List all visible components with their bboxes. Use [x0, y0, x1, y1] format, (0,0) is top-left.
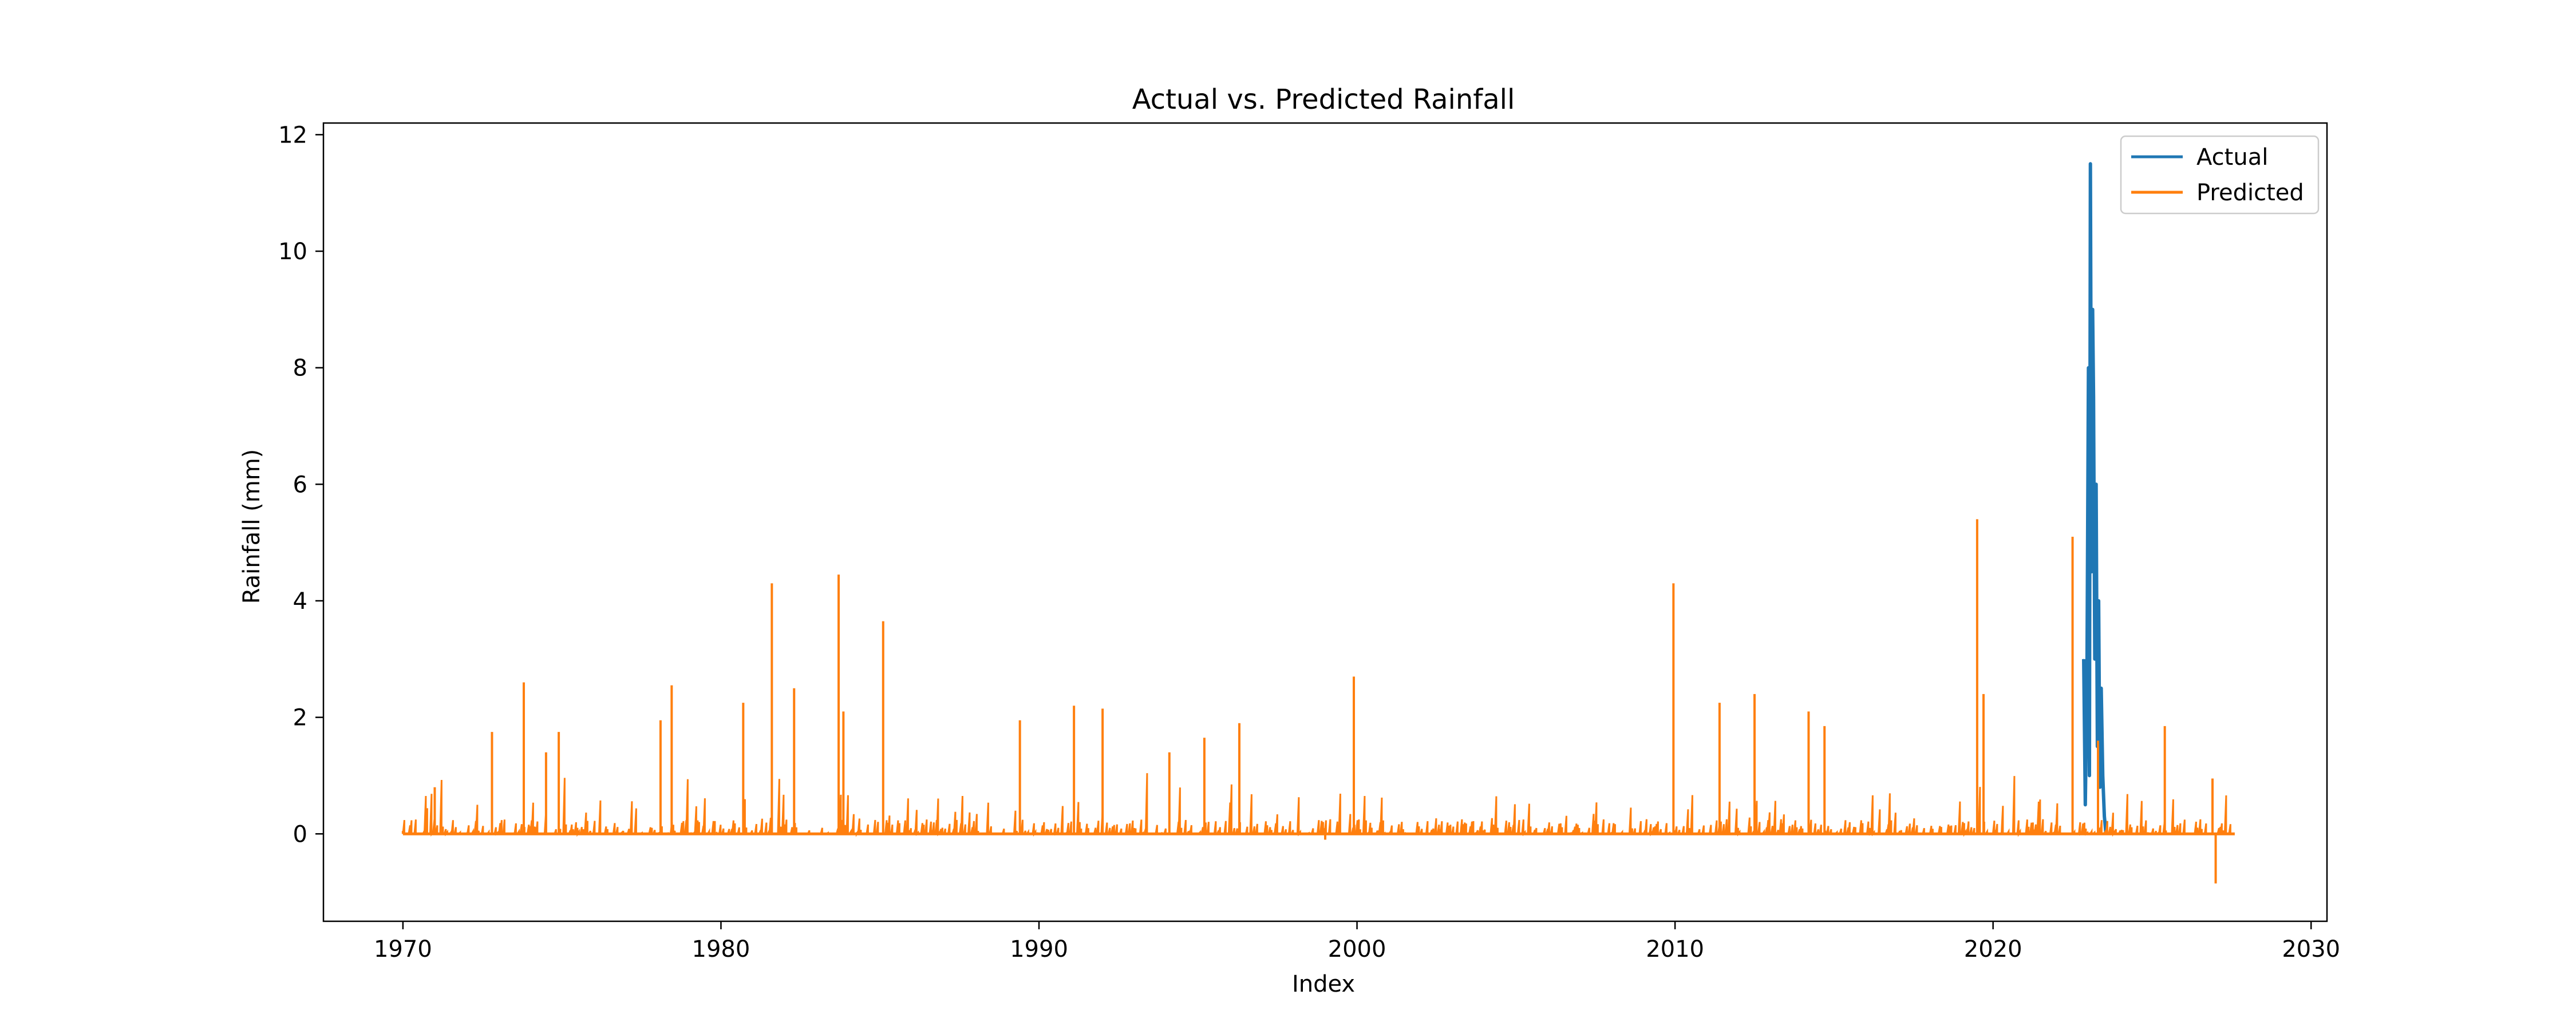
actual-point — [2088, 367, 2089, 369]
y-tick-label: 8 — [293, 355, 307, 382]
legend-label: Predicted — [2196, 180, 2304, 206]
x-tick-label: 2000 — [1328, 936, 1386, 962]
y-tick-label: 4 — [293, 588, 307, 615]
actual-line — [2082, 162, 2108, 834]
actual-point — [2089, 775, 2090, 776]
chart-title: Actual vs. Predicted Rainfall — [1132, 84, 1515, 116]
x-tick-label: 1990 — [1010, 936, 1068, 962]
y-tick-label: 10 — [278, 239, 307, 265]
series-predicted — [401, 519, 2235, 884]
actual-point — [2092, 309, 2093, 310]
x-axis-title: Index — [1292, 971, 1355, 997]
y-tick-label: 2 — [293, 705, 307, 731]
y-tick-label: 12 — [278, 122, 307, 148]
x-tick-label: 1970 — [374, 936, 432, 962]
legend: Actual Predicted — [2120, 135, 2320, 215]
y-tick-label: 6 — [293, 472, 307, 498]
legend-label: Actual — [2196, 144, 2268, 171]
x-tick-label: 1980 — [692, 936, 750, 962]
series-layer — [401, 162, 2235, 884]
x-axis: 1970 1980 1990 2000 2010 2020 2030 — [374, 921, 2340, 962]
y-tick-label: 0 — [293, 821, 307, 847]
y-axis-title: Rainfall (mm) — [239, 449, 265, 604]
x-tick-label: 2020 — [1964, 936, 2022, 962]
actual-point — [2104, 816, 2105, 817]
y-axis: 0 2 4 6 8 10 12 — [278, 122, 323, 847]
x-tick-label: 2030 — [2282, 936, 2340, 962]
x-tick-label: 2010 — [1646, 936, 1704, 962]
plot-area — [322, 122, 2328, 922]
series-actual — [2082, 162, 2108, 834]
plot-frame — [322, 122, 2328, 922]
